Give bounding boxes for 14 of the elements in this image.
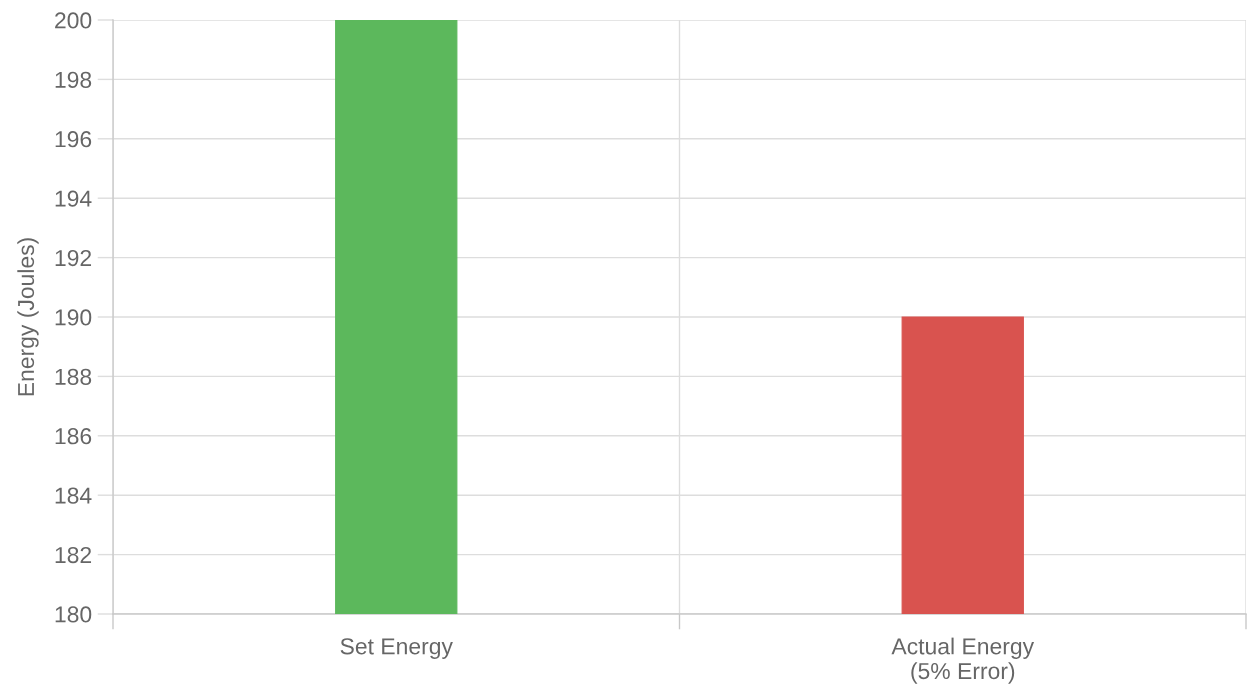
y-tick-label: 200 [55,12,92,29]
y-tick-label: 186 [55,428,92,445]
y-tick-label: 196 [55,131,92,148]
x-tick-label: Set Energy [340,638,453,659]
y-tick-label: 198 [55,71,92,88]
y-tick-label: 188 [55,368,92,385]
y-tick-label: 192 [55,249,92,267]
y-tick-label: 184 [55,487,92,504]
x-tick-label: Actual Energy (5% Error) [891,637,1035,684]
y-axis-title: Energy (Joules) [17,238,39,396]
y-tick-label: 180 [55,606,92,623]
y-tick-label: 194 [55,190,92,207]
y-tick-label: 182 [55,546,92,564]
y-tick-label: 190 [55,309,92,326]
